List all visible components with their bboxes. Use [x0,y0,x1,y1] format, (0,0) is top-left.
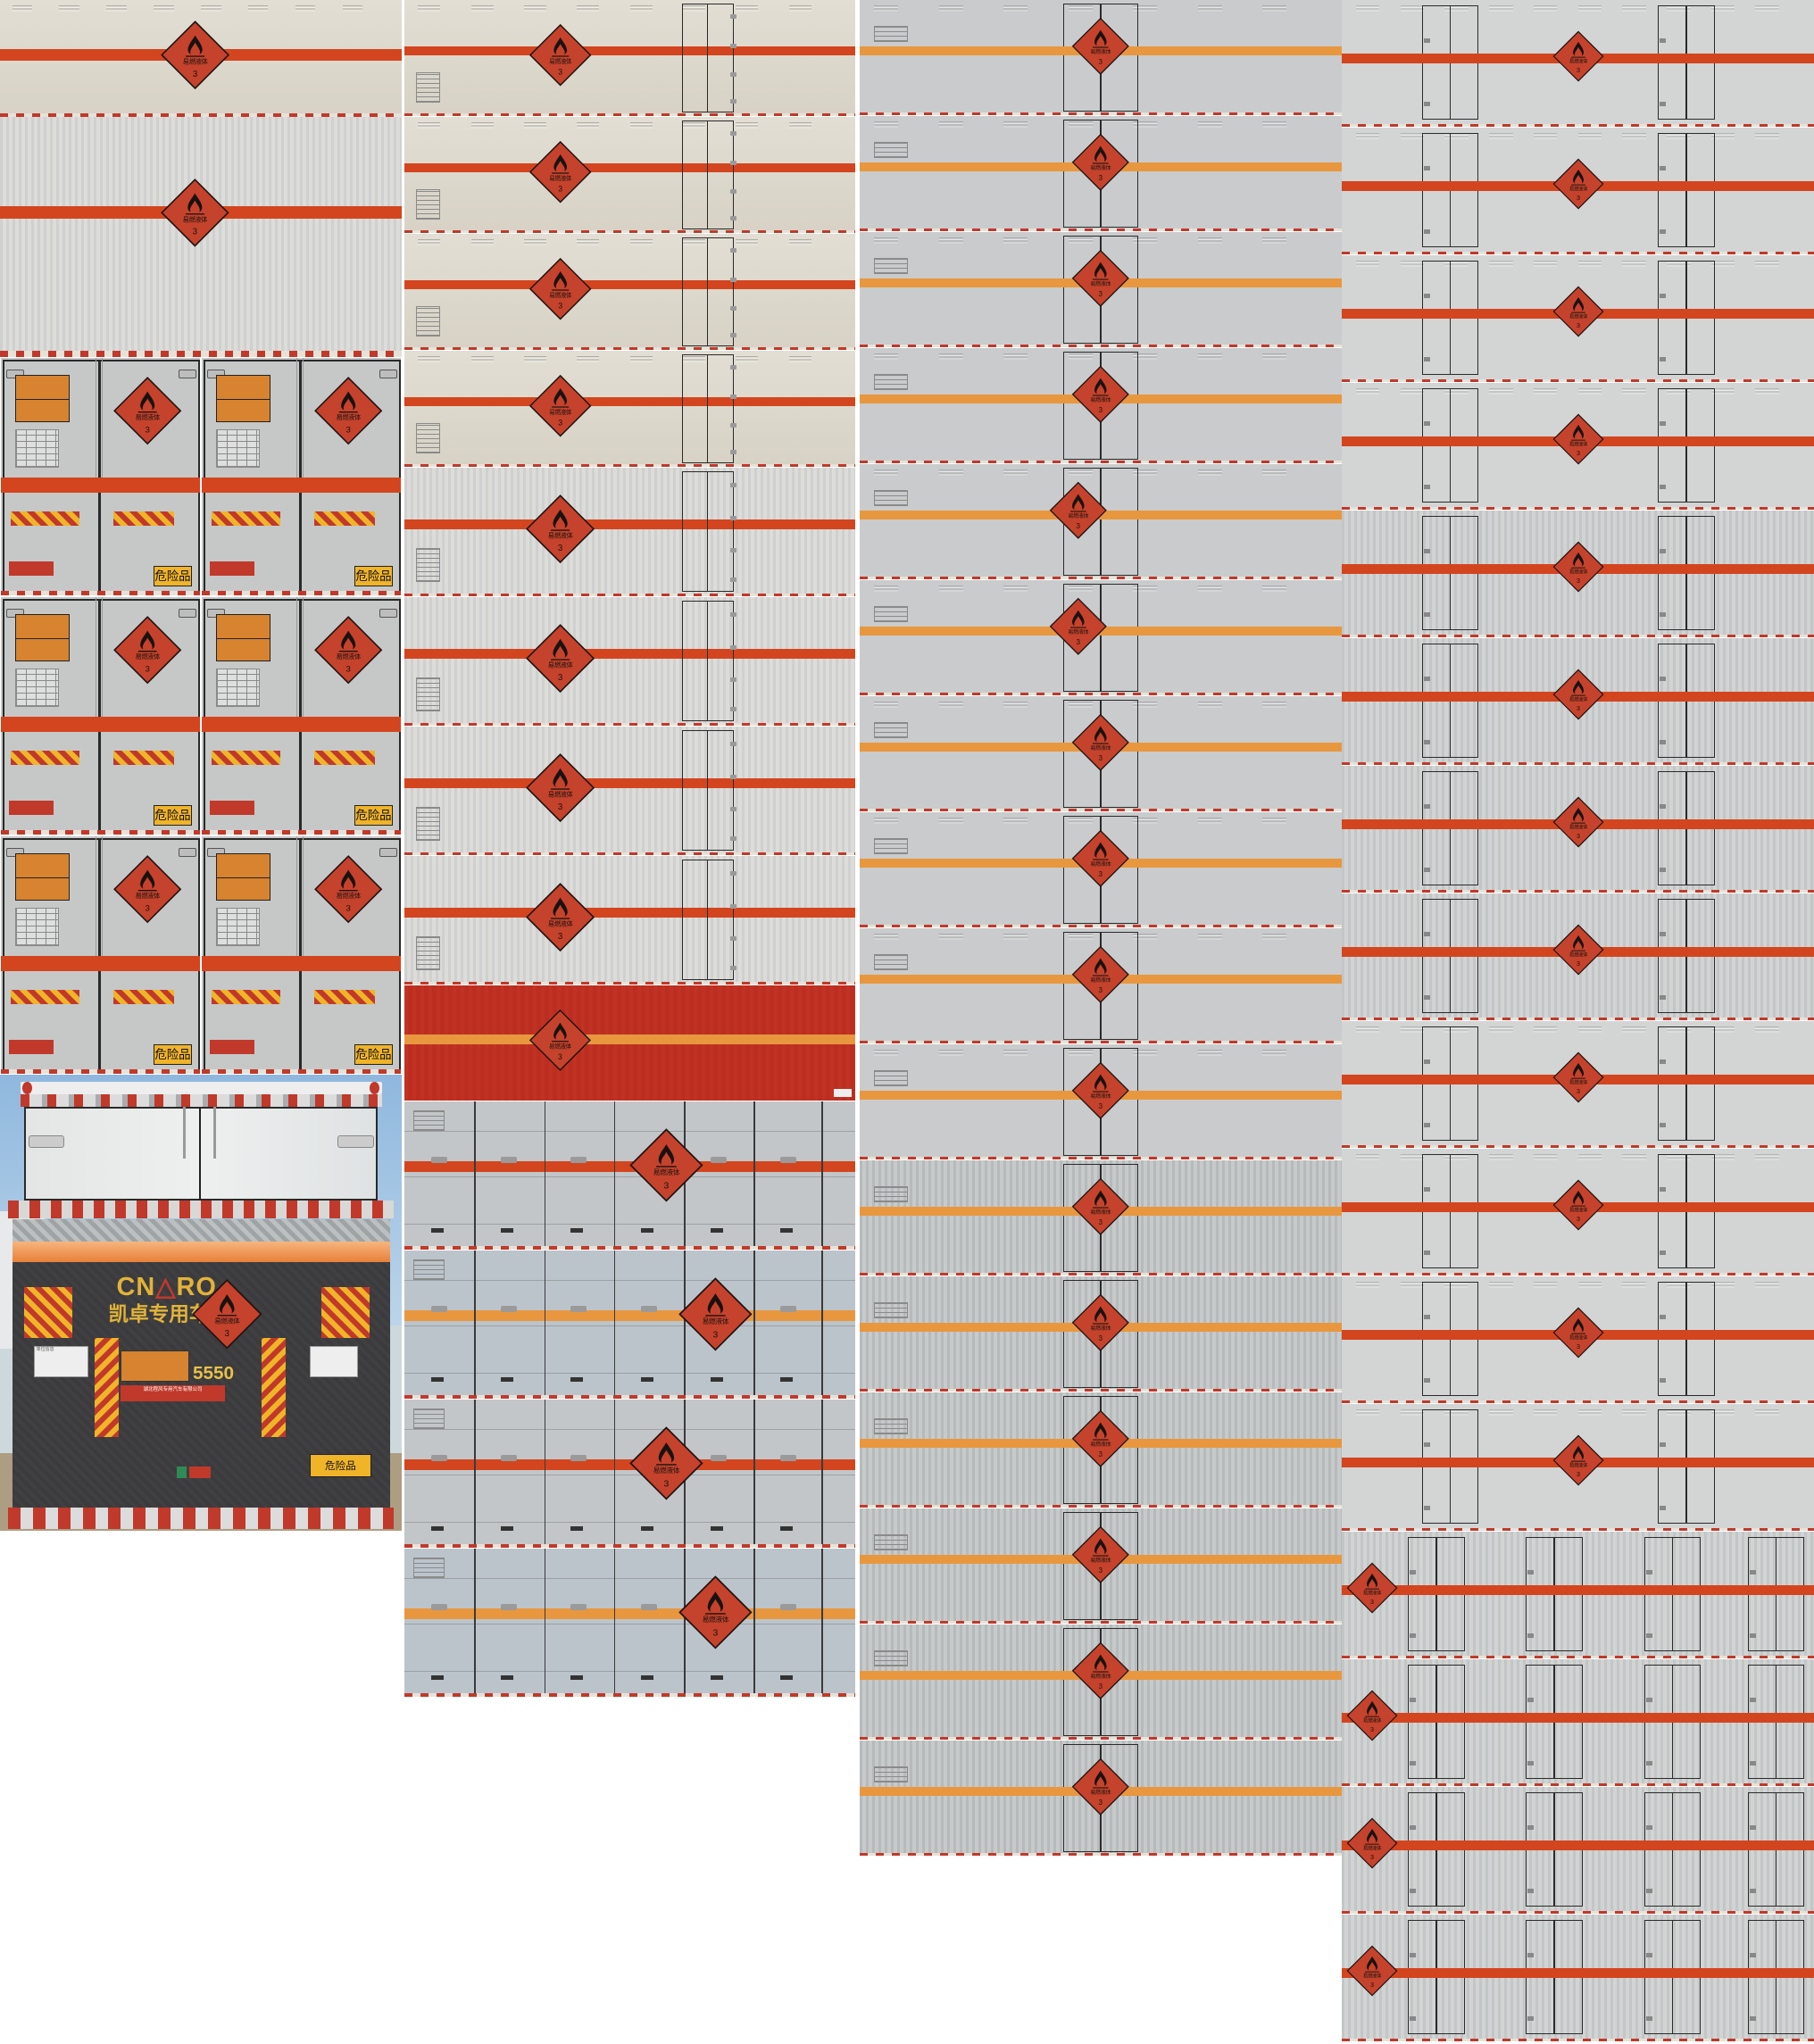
svg-text:易燃液体: 易燃液体 [337,413,362,421]
svg-text:3: 3 [1577,1342,1580,1350]
svg-text:易燃液体: 易燃液体 [183,216,209,224]
svg-text:3: 3 [663,1182,669,1192]
svg-text:3: 3 [1577,449,1580,457]
svg-text:3: 3 [557,543,562,553]
svg-text:3: 3 [1099,290,1103,298]
svg-text:易燃液体: 易燃液体 [1068,628,1088,636]
svg-text:3: 3 [146,664,150,674]
svg-text:3: 3 [1099,870,1103,878]
svg-text:3: 3 [1370,1853,1374,1861]
svg-text:3: 3 [1099,1450,1103,1458]
svg-text:3: 3 [557,672,562,682]
svg-text:3: 3 [1099,1799,1103,1807]
svg-text:3: 3 [1099,1334,1103,1342]
svg-text:易燃液体: 易燃液体 [1091,48,1111,55]
svg-text:3: 3 [192,70,196,79]
svg-text:易燃液体: 易燃液体 [1091,1441,1111,1448]
svg-text:易燃液体: 易燃液体 [1091,744,1111,752]
svg-text:3: 3 [346,664,351,674]
svg-text:3: 3 [1577,1087,1580,1095]
svg-text:易燃液体: 易燃液体 [1091,860,1111,868]
svg-text:3: 3 [1099,1566,1103,1575]
svg-text:易燃液体: 易燃液体 [547,919,573,927]
svg-text:3: 3 [1577,704,1580,712]
svg-text:易燃液体: 易燃液体 [1091,164,1111,171]
svg-text:易燃液体: 易燃液体 [1068,512,1088,519]
svg-text:3: 3 [1577,66,1580,74]
svg-text:易燃液体: 易燃液体 [653,1168,679,1177]
svg-text:3: 3 [713,1331,719,1341]
svg-text:3: 3 [558,185,562,194]
svg-text:易燃液体: 易燃液体 [214,1316,240,1325]
svg-text:3: 3 [193,228,197,237]
svg-text:3: 3 [346,903,351,913]
svg-text:易燃液体: 易燃液体 [1091,1325,1111,1332]
svg-text:易燃液体: 易燃液体 [653,1467,679,1475]
svg-text:易燃液体: 易燃液体 [1091,396,1111,403]
svg-text:3: 3 [1577,1215,1580,1223]
svg-text:易燃液体: 易燃液体 [1091,1093,1111,1100]
svg-text:3: 3 [1099,1102,1103,1110]
svg-text:3: 3 [1099,1683,1103,1691]
svg-text:易燃液体: 易燃液体 [136,892,161,900]
svg-text:3: 3 [558,419,562,428]
svg-text:易燃液体: 易燃液体 [549,1042,572,1050]
svg-text:3: 3 [663,1480,669,1490]
svg-text:3: 3 [557,931,562,941]
svg-text:易燃液体: 易燃液体 [549,291,572,299]
svg-text:3: 3 [1099,406,1103,414]
svg-text:3: 3 [1099,58,1103,66]
svg-text:3: 3 [146,903,150,913]
svg-text:3: 3 [1577,577,1580,585]
svg-text:易燃液体: 易燃液体 [549,408,572,416]
svg-text:3: 3 [1577,321,1580,329]
svg-text:3: 3 [1077,522,1081,530]
svg-text:易燃液体: 易燃液体 [703,1616,729,1624]
svg-text:易燃液体: 易燃液体 [1091,1673,1111,1680]
svg-text:易燃液体: 易燃液体 [337,652,362,661]
svg-text:3: 3 [1099,1218,1103,1226]
svg-text:3: 3 [558,68,562,77]
svg-text:3: 3 [1370,1725,1374,1733]
svg-text:3: 3 [224,1329,229,1339]
svg-text:易燃液体: 易燃液体 [1091,1557,1111,1564]
svg-text:易燃液体: 易燃液体 [337,892,362,900]
svg-text:易燃液体: 易燃液体 [547,661,573,669]
svg-text:易燃液体: 易燃液体 [1091,1209,1111,1216]
svg-text:3: 3 [713,1629,719,1639]
svg-text:3: 3 [1077,638,1081,646]
svg-text:3: 3 [1099,754,1103,762]
svg-text:3: 3 [1577,832,1580,840]
svg-text:3: 3 [1370,1981,1374,1989]
svg-text:3: 3 [1370,1598,1374,1606]
svg-text:易燃液体: 易燃液体 [549,174,572,182]
svg-text:易燃液体: 易燃液体 [182,58,208,66]
svg-text:3: 3 [1099,986,1103,994]
svg-text:易燃液体: 易燃液体 [1091,280,1111,287]
svg-text:3: 3 [558,302,562,311]
svg-text:易燃液体: 易燃液体 [136,413,161,421]
svg-text:易燃液体: 易燃液体 [547,531,573,539]
svg-text:易燃液体: 易燃液体 [136,652,161,661]
svg-text:3: 3 [146,425,150,435]
svg-text:3: 3 [1099,174,1103,182]
svg-text:3: 3 [1577,960,1580,968]
svg-text:易燃液体: 易燃液体 [1091,1789,1111,1796]
svg-text:3: 3 [1577,1470,1580,1478]
svg-text:3: 3 [346,425,351,435]
svg-text:易燃液体: 易燃液体 [703,1317,729,1326]
svg-text:3: 3 [557,802,562,811]
svg-text:易燃液体: 易燃液体 [549,57,572,65]
svg-text:3: 3 [558,1052,562,1061]
svg-text:3: 3 [1577,194,1580,202]
svg-text:易燃液体: 易燃液体 [1091,976,1111,984]
svg-text:易燃液体: 易燃液体 [547,790,573,798]
